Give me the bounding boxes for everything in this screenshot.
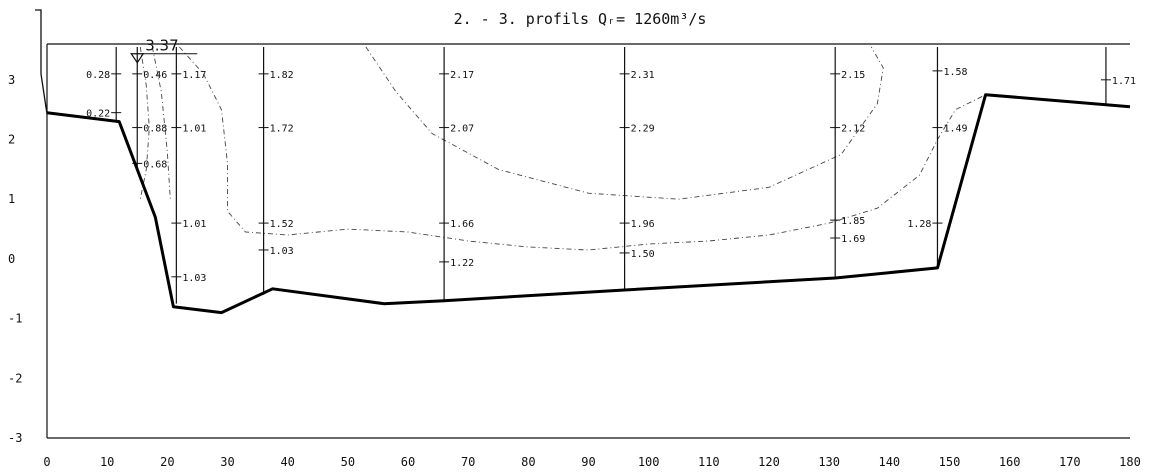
bed-profile-line	[46, 93, 1131, 315]
velocity-reading-label: 2.15	[841, 70, 865, 81]
velocity-reading-label: 1.01	[182, 124, 206, 135]
y-tick-label: 1	[8, 192, 15, 206]
velocity-reading-label: 0.88	[143, 124, 167, 135]
velocity-reading-label: 0.68	[143, 159, 167, 170]
x-tick-label: 70	[461, 455, 475, 469]
x-tick-label: 50	[341, 455, 355, 469]
x-tick-label: 0	[43, 455, 50, 469]
velocity-reading-label: 1.03	[270, 246, 294, 257]
x-tick-label: 110	[698, 455, 720, 469]
velocity-reading-label: 1.69	[841, 234, 865, 245]
x-tick-label: 160	[999, 455, 1021, 469]
velocity-reading-label: 1.03	[182, 273, 206, 284]
velocity-reading-label: 1.17	[182, 70, 206, 81]
y-tick-label: -3	[8, 431, 22, 445]
velocity-reading-label: 1.96	[631, 219, 655, 230]
velocity-reading-label: 1.01	[182, 219, 206, 230]
x-tick-label: 170	[1059, 455, 1081, 469]
bed-profile	[46, 93, 1131, 315]
velocity-reading-label: 1.22	[450, 258, 474, 269]
velocity-reading-label: 1.50	[631, 249, 655, 260]
x-tick-label: 20	[160, 455, 174, 469]
x-tick-label: 30	[220, 455, 234, 469]
isolines	[139, 46, 986, 251]
y-tick-label: -2	[8, 371, 22, 385]
x-tick-label: 130	[818, 455, 840, 469]
velocity-reading-label: 1.58	[943, 67, 967, 78]
velocity-reading-label: 2.07	[450, 124, 474, 135]
velocity-reading-label: 0.46	[143, 70, 167, 81]
velocity-isoline	[151, 46, 171, 200]
velocity-reading-label: 1.52	[270, 219, 294, 230]
velocity-isoline	[139, 46, 150, 200]
y-tick-label: 0	[8, 252, 15, 266]
y-tick-label: 2	[8, 133, 15, 147]
x-tick-label: 40	[280, 455, 294, 469]
measurement-verticals: 0.28 0.22 0.46 0.88 0.68 1.17 1.01 1.01 1.03 1.82…	[86, 46, 1136, 304]
x-tick-label: 80	[521, 455, 535, 469]
left-bank-edge	[35, 9, 48, 115]
x-tick-label: 10	[100, 455, 114, 469]
velocity-reading-label: 2.31	[631, 70, 655, 81]
x-tick-label: 90	[581, 455, 595, 469]
velocity-reading-label: 2.17	[450, 70, 474, 81]
velocity-reading-label: 1.66	[450, 219, 474, 230]
y-tick-label: 3	[8, 73, 15, 87]
velocity-isoline	[179, 46, 986, 251]
velocity-reading-label: 1.28	[907, 219, 931, 230]
velocity-reading-label: 0.28	[86, 70, 110, 81]
x-tick-label: 100	[638, 455, 660, 469]
water-level: 3.37	[130, 37, 198, 64]
x-tick-label: 180	[1119, 455, 1141, 469]
velocity-reading-label: 0.22	[86, 109, 110, 120]
water-level-label: 3.37	[145, 37, 178, 55]
velocity-reading-label: 1.82	[270, 70, 294, 81]
x-tick-label: 120	[758, 455, 780, 469]
velocity-reading-label: 2.12	[841, 124, 865, 135]
velocity-reading-label: 1.49	[943, 124, 967, 135]
x-tick-label: 60	[401, 455, 415, 469]
velocity-isoline	[365, 46, 884, 200]
velocity-reading-label: 1.71	[1112, 76, 1136, 87]
x-tick-label: 150	[939, 455, 961, 469]
y-tick-label: -1	[8, 312, 22, 326]
water-level-marker-icon	[130, 53, 145, 64]
velocity-reading-label: 1.72	[270, 124, 294, 135]
x-tick-label: 140	[878, 455, 900, 469]
chart-title: 2. - 3. profils Qᵣ= 1260m³/s	[454, 10, 707, 28]
velocity-reading-label: 2.29	[631, 124, 655, 135]
velocity-reading-label: 1.85	[841, 216, 865, 227]
